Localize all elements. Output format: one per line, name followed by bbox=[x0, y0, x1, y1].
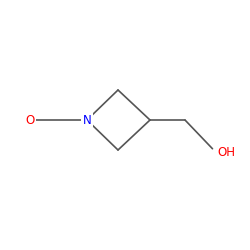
Text: N: N bbox=[82, 114, 92, 126]
Text: O: O bbox=[26, 114, 35, 126]
Text: OH: OH bbox=[218, 146, 236, 159]
